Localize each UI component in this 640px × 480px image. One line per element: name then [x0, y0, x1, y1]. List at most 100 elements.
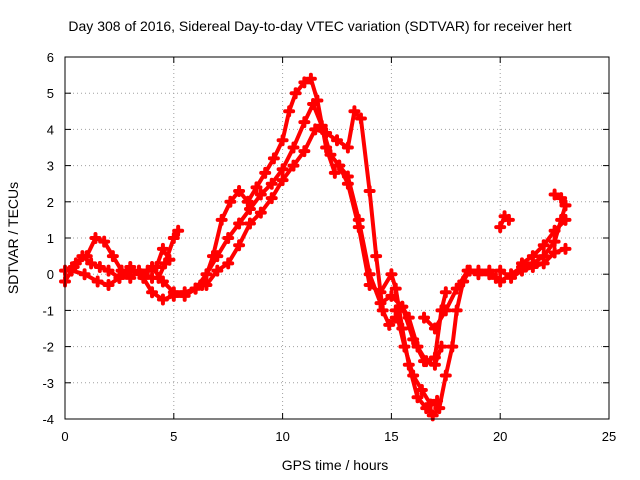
data-point [407, 369, 420, 382]
data-point [254, 206, 267, 219]
data-point [167, 232, 180, 244]
x-tick-label: 25 [602, 429, 616, 444]
data-point [385, 268, 398, 281]
data-point [328, 166, 341, 179]
data-point [483, 268, 496, 281]
data-point [374, 286, 387, 299]
data-point [363, 279, 376, 292]
data-point [287, 141, 300, 154]
data-point [156, 293, 169, 306]
y-tick-label: 3 [47, 159, 54, 174]
data-point [156, 242, 169, 255]
series-track-n [548, 188, 572, 212]
data-point [276, 134, 289, 147]
data-point [420, 355, 433, 368]
data-point [113, 271, 126, 284]
data-point [446, 340, 459, 353]
data-point [102, 264, 115, 277]
data-point [298, 76, 311, 89]
data-point [450, 304, 463, 317]
series-group [59, 72, 572, 422]
data-point [324, 148, 337, 161]
y-tick-label: -1 [42, 303, 54, 318]
data-point [167, 286, 180, 299]
data-point [283, 105, 296, 118]
data-point [439, 286, 452, 299]
x-tick-label: 20 [493, 429, 507, 444]
data-point [435, 340, 448, 353]
series-track-m [515, 213, 572, 270]
data-point [233, 239, 246, 252]
data-point [200, 268, 213, 281]
data-point [439, 369, 452, 382]
data-point [370, 250, 383, 263]
data-point [276, 174, 289, 187]
series-track-g [333, 159, 502, 422]
data-point [331, 134, 343, 147]
series-line [193, 102, 444, 367]
data-point [348, 105, 361, 118]
data-point [102, 279, 115, 292]
y-tick-label: 0 [47, 267, 54, 282]
series-track-l [494, 242, 572, 284]
data-point [398, 340, 411, 353]
y-axis-label: SDTVAR / TECUs [5, 182, 21, 294]
data-point [163, 253, 176, 266]
x-tick-label: 10 [275, 429, 289, 444]
y-tick-label: 2 [47, 195, 54, 210]
data-point [411, 391, 424, 404]
data-point [428, 322, 441, 335]
data-point [124, 271, 137, 284]
data-point [559, 199, 572, 212]
series-track-j [494, 210, 515, 234]
data-point [243, 203, 256, 216]
y-tick-label: 4 [47, 122, 54, 137]
data-point [559, 213, 572, 226]
data-point [65, 264, 78, 277]
data-point [315, 119, 328, 132]
data-point [124, 260, 137, 273]
data-point [85, 257, 98, 270]
data-point [341, 141, 354, 154]
data-point [320, 127, 333, 140]
data-point [172, 224, 185, 237]
data-point [276, 163, 289, 176]
data-point [265, 177, 278, 190]
data-point [211, 264, 224, 277]
data-point [298, 116, 311, 129]
data-point [200, 279, 213, 292]
data-point [146, 286, 159, 299]
y-tick-label: -3 [42, 376, 54, 391]
x-tick-label: 0 [61, 429, 68, 444]
data-point [222, 232, 235, 244]
data-point [450, 282, 463, 295]
data-point [211, 250, 224, 263]
data-point [289, 87, 302, 100]
data-point [354, 112, 367, 125]
y-tick-label: -4 [42, 412, 54, 427]
data-point [555, 192, 568, 205]
y-tick-label: 1 [47, 231, 54, 246]
data-point [494, 221, 507, 234]
data-point [254, 188, 267, 201]
data-point [424, 398, 437, 411]
data-point [189, 282, 202, 295]
series-track-i [418, 264, 496, 335]
data-point [461, 264, 474, 277]
data-point [222, 257, 235, 270]
data-point [241, 195, 254, 208]
data-point [156, 275, 169, 288]
data-point [502, 213, 515, 226]
data-point [385, 289, 398, 302]
data-point [93, 260, 106, 273]
data-point [307, 98, 320, 111]
data-point [376, 304, 389, 317]
series-track-f [200, 105, 452, 368]
data-point [98, 235, 111, 248]
data-point [304, 72, 317, 85]
data-point [137, 271, 150, 284]
data-point [341, 177, 354, 190]
data-point [287, 159, 300, 172]
data-point [428, 351, 441, 364]
